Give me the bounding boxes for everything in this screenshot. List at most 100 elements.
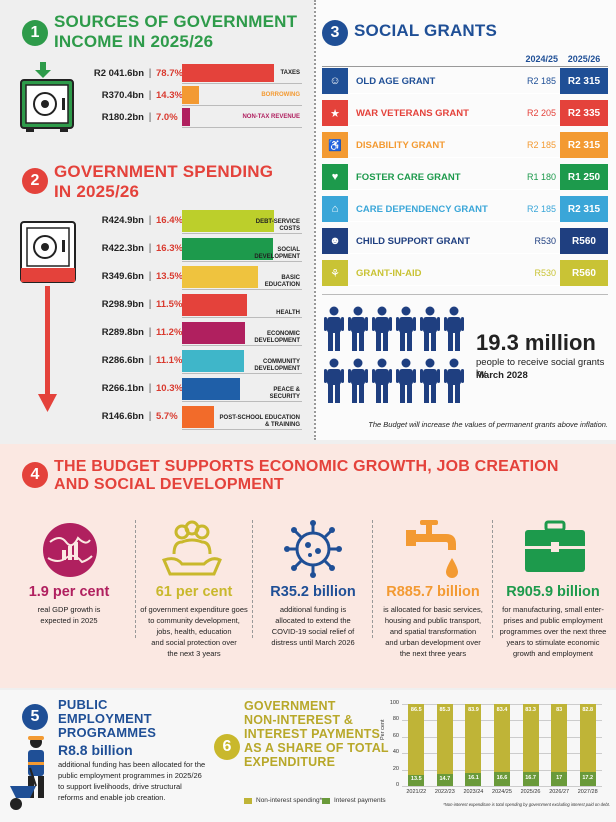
- spending-row: R286.6bn | 11.1%: [82, 349, 304, 371]
- spending-label-line1: SOCIAL: [277, 247, 300, 254]
- section2-title-line2: IN 2025/26: [54, 182, 140, 201]
- heart-hands-icon: ♥: [322, 164, 348, 190]
- spending-percent: 5.7%: [156, 410, 178, 422]
- recipients-value: 19.3 million: [476, 330, 596, 355]
- chart-ylabel: Per cent: [380, 719, 386, 740]
- person-icon: [348, 358, 368, 403]
- spending-row: R298.9bn | 11.5%: [82, 293, 304, 315]
- section5-description: public employment programmes in 2025/26: [58, 771, 202, 780]
- spending-bar: [182, 266, 258, 288]
- spending-amount: R422.3bn: [101, 242, 144, 254]
- grant-amount-2025-26: R560: [560, 260, 608, 286]
- separator: |: [148, 89, 152, 101]
- grant-name: WAR VETERANS GRANT: [356, 107, 469, 119]
- person-icon: [444, 306, 464, 351]
- spending-row: R349.6bn | 13.5%: [82, 265, 304, 287]
- spending-bar-track: PEACE & SECURITY: [182, 376, 302, 402]
- bar-value-label: 16.1: [468, 775, 479, 782]
- growth-figure-description: programmes over the next three: [499, 627, 607, 636]
- grant-name: FOSTER CARE GRANT: [356, 171, 461, 183]
- spending-amount: R286.6bn: [101, 354, 144, 366]
- spending-percent: 16.4%: [156, 214, 183, 226]
- grant-amount-2024-25: R530: [534, 236, 556, 246]
- income-bar-label: BORROWING: [261, 91, 300, 98]
- spending-label-line2: COSTS: [279, 225, 300, 232]
- chart-xtick: 2021/22: [406, 789, 427, 795]
- income-bar-track: TAXES: [182, 62, 302, 84]
- chart-xtick: 2025/26: [520, 789, 541, 795]
- grant-row: ★ WAR VETERANS GRANT R2 205 R2 335: [322, 100, 608, 126]
- separator: |: [148, 410, 152, 422]
- growth-figure-description: the next 3 years: [167, 649, 221, 658]
- bar-value-label: 14.7: [439, 775, 451, 782]
- spending-bar: [182, 322, 245, 344]
- person-icon: [444, 358, 464, 403]
- chart-gridline: [402, 786, 602, 787]
- elderly-icon: ☺: [322, 68, 348, 94]
- grant-row: ♥ FOSTER CARE GRANT R1 180 R1 250: [322, 164, 608, 190]
- grant-name: CHILD SUPPORT GRANT: [356, 235, 470, 247]
- spending-label-line2: DEVELOPMENT: [254, 365, 300, 372]
- growth-figure-description: growth and employment: [512, 649, 594, 658]
- growth-figure-description: for manufacturing, small enter-: [502, 605, 604, 614]
- grant-table-rule: [322, 66, 608, 67]
- growth-figure-description: years to stimulate economic: [506, 638, 600, 647]
- spending-amount: R266.1bn: [101, 382, 144, 394]
- grant-amount-2024-25: R1 180: [526, 172, 556, 182]
- spending-amount: R349.6bn: [101, 270, 144, 282]
- non-interest-bar: [551, 704, 568, 773]
- separator: |: [148, 270, 152, 282]
- spending-percent: 10.3%: [156, 382, 183, 394]
- briefcase-icon: [525, 520, 585, 572]
- section5-description: additional funding has been allocated fo…: [58, 760, 206, 769]
- chart-ytick: 40: [392, 749, 399, 756]
- section6-number: 6: [214, 734, 240, 760]
- grant-name: GRANT-IN-AID: [356, 267, 422, 279]
- interest-bar: [551, 772, 568, 786]
- legend-non-interest-label: Non-interest spending*: [256, 797, 323, 804]
- legend-interest-swatch: [322, 798, 330, 804]
- interest-bar: [522, 772, 539, 786]
- income-bar: [182, 64, 275, 82]
- spending-bar: [182, 294, 247, 316]
- section3-title: SOCIAL GRANTS: [354, 21, 498, 40]
- spending-percent: 11.2%: [156, 326, 183, 338]
- spending-bar-label: ECONOMIC DEVELOPMENT: [254, 322, 300, 344]
- spending-label-line2: DEVELOPMENT: [254, 253, 300, 260]
- growth-figure-description: distress until March 2026: [271, 638, 355, 647]
- chart-xtick: 2026/27: [549, 789, 570, 795]
- spending-bar-label: DEBT-SERVICE COSTS: [256, 210, 300, 232]
- growth-figure-description: expected in 2025: [40, 616, 98, 625]
- section6-title-line2: NON-INTEREST &: [244, 713, 354, 727]
- income-row: R180.2bn | 7.0%: [82, 106, 304, 128]
- interest-bar: [436, 773, 453, 786]
- non-interest-bar: [436, 704, 453, 774]
- child-icon: ☻: [322, 228, 348, 254]
- person-icon: [348, 306, 368, 351]
- section5-title-line1: PUBLIC: [58, 697, 108, 712]
- separator: |: [148, 111, 152, 123]
- grant-name: CARE DEPENDENCY GRANT: [356, 203, 488, 215]
- people-hands-icon: [161, 520, 222, 576]
- grant-note: The Budget will increase the values of p…: [368, 420, 608, 429]
- section6-title-line1: GOVERNMENT: [244, 699, 336, 713]
- section5-description: reforms and enable job creation.: [58, 793, 166, 802]
- spending-percent: 11.1%: [156, 354, 183, 366]
- income-bar: [182, 108, 191, 126]
- growth-figure-description: and urban development over: [385, 638, 481, 647]
- grant-row: ⚘ GRANT-IN-AID R530 R560: [322, 260, 608, 286]
- bar-value-label: 17: [556, 775, 563, 782]
- non-interest-bar: [579, 704, 596, 772]
- growth-figure-description: housing and public transport,: [384, 616, 482, 625]
- spending-bar-label: HEALTH: [276, 294, 300, 316]
- spending-bar: [182, 406, 214, 428]
- growth-figure-description: jobs, health, education: [156, 627, 232, 636]
- virus-icon: [284, 520, 342, 578]
- spending-amount: R146.6bn: [101, 410, 144, 422]
- section4-title-line2: AND SOCIAL DEVELOPMENT: [54, 476, 284, 493]
- grant-amount-2025-26: R2 315: [560, 132, 608, 158]
- grant-name: DISABILITY GRANT: [356, 139, 446, 151]
- grant-amount-2025-26: R2 335: [560, 100, 608, 126]
- income-bar-label: TAXES: [280, 69, 300, 76]
- interest-bar: [408, 774, 425, 786]
